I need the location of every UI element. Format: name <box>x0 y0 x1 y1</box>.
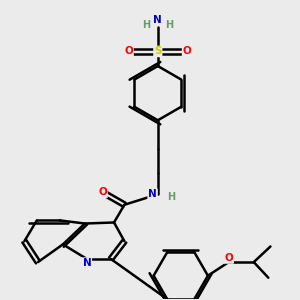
Text: H: H <box>167 193 175 202</box>
Text: S: S <box>154 46 162 56</box>
Text: O: O <box>183 46 191 56</box>
Text: N: N <box>153 15 162 25</box>
Text: H: H <box>142 20 150 30</box>
Text: O: O <box>98 187 107 197</box>
Text: N: N <box>82 258 91 268</box>
Text: N: N <box>148 189 157 199</box>
Text: O: O <box>124 46 133 56</box>
Text: H: H <box>165 20 173 30</box>
Text: O: O <box>224 253 233 263</box>
